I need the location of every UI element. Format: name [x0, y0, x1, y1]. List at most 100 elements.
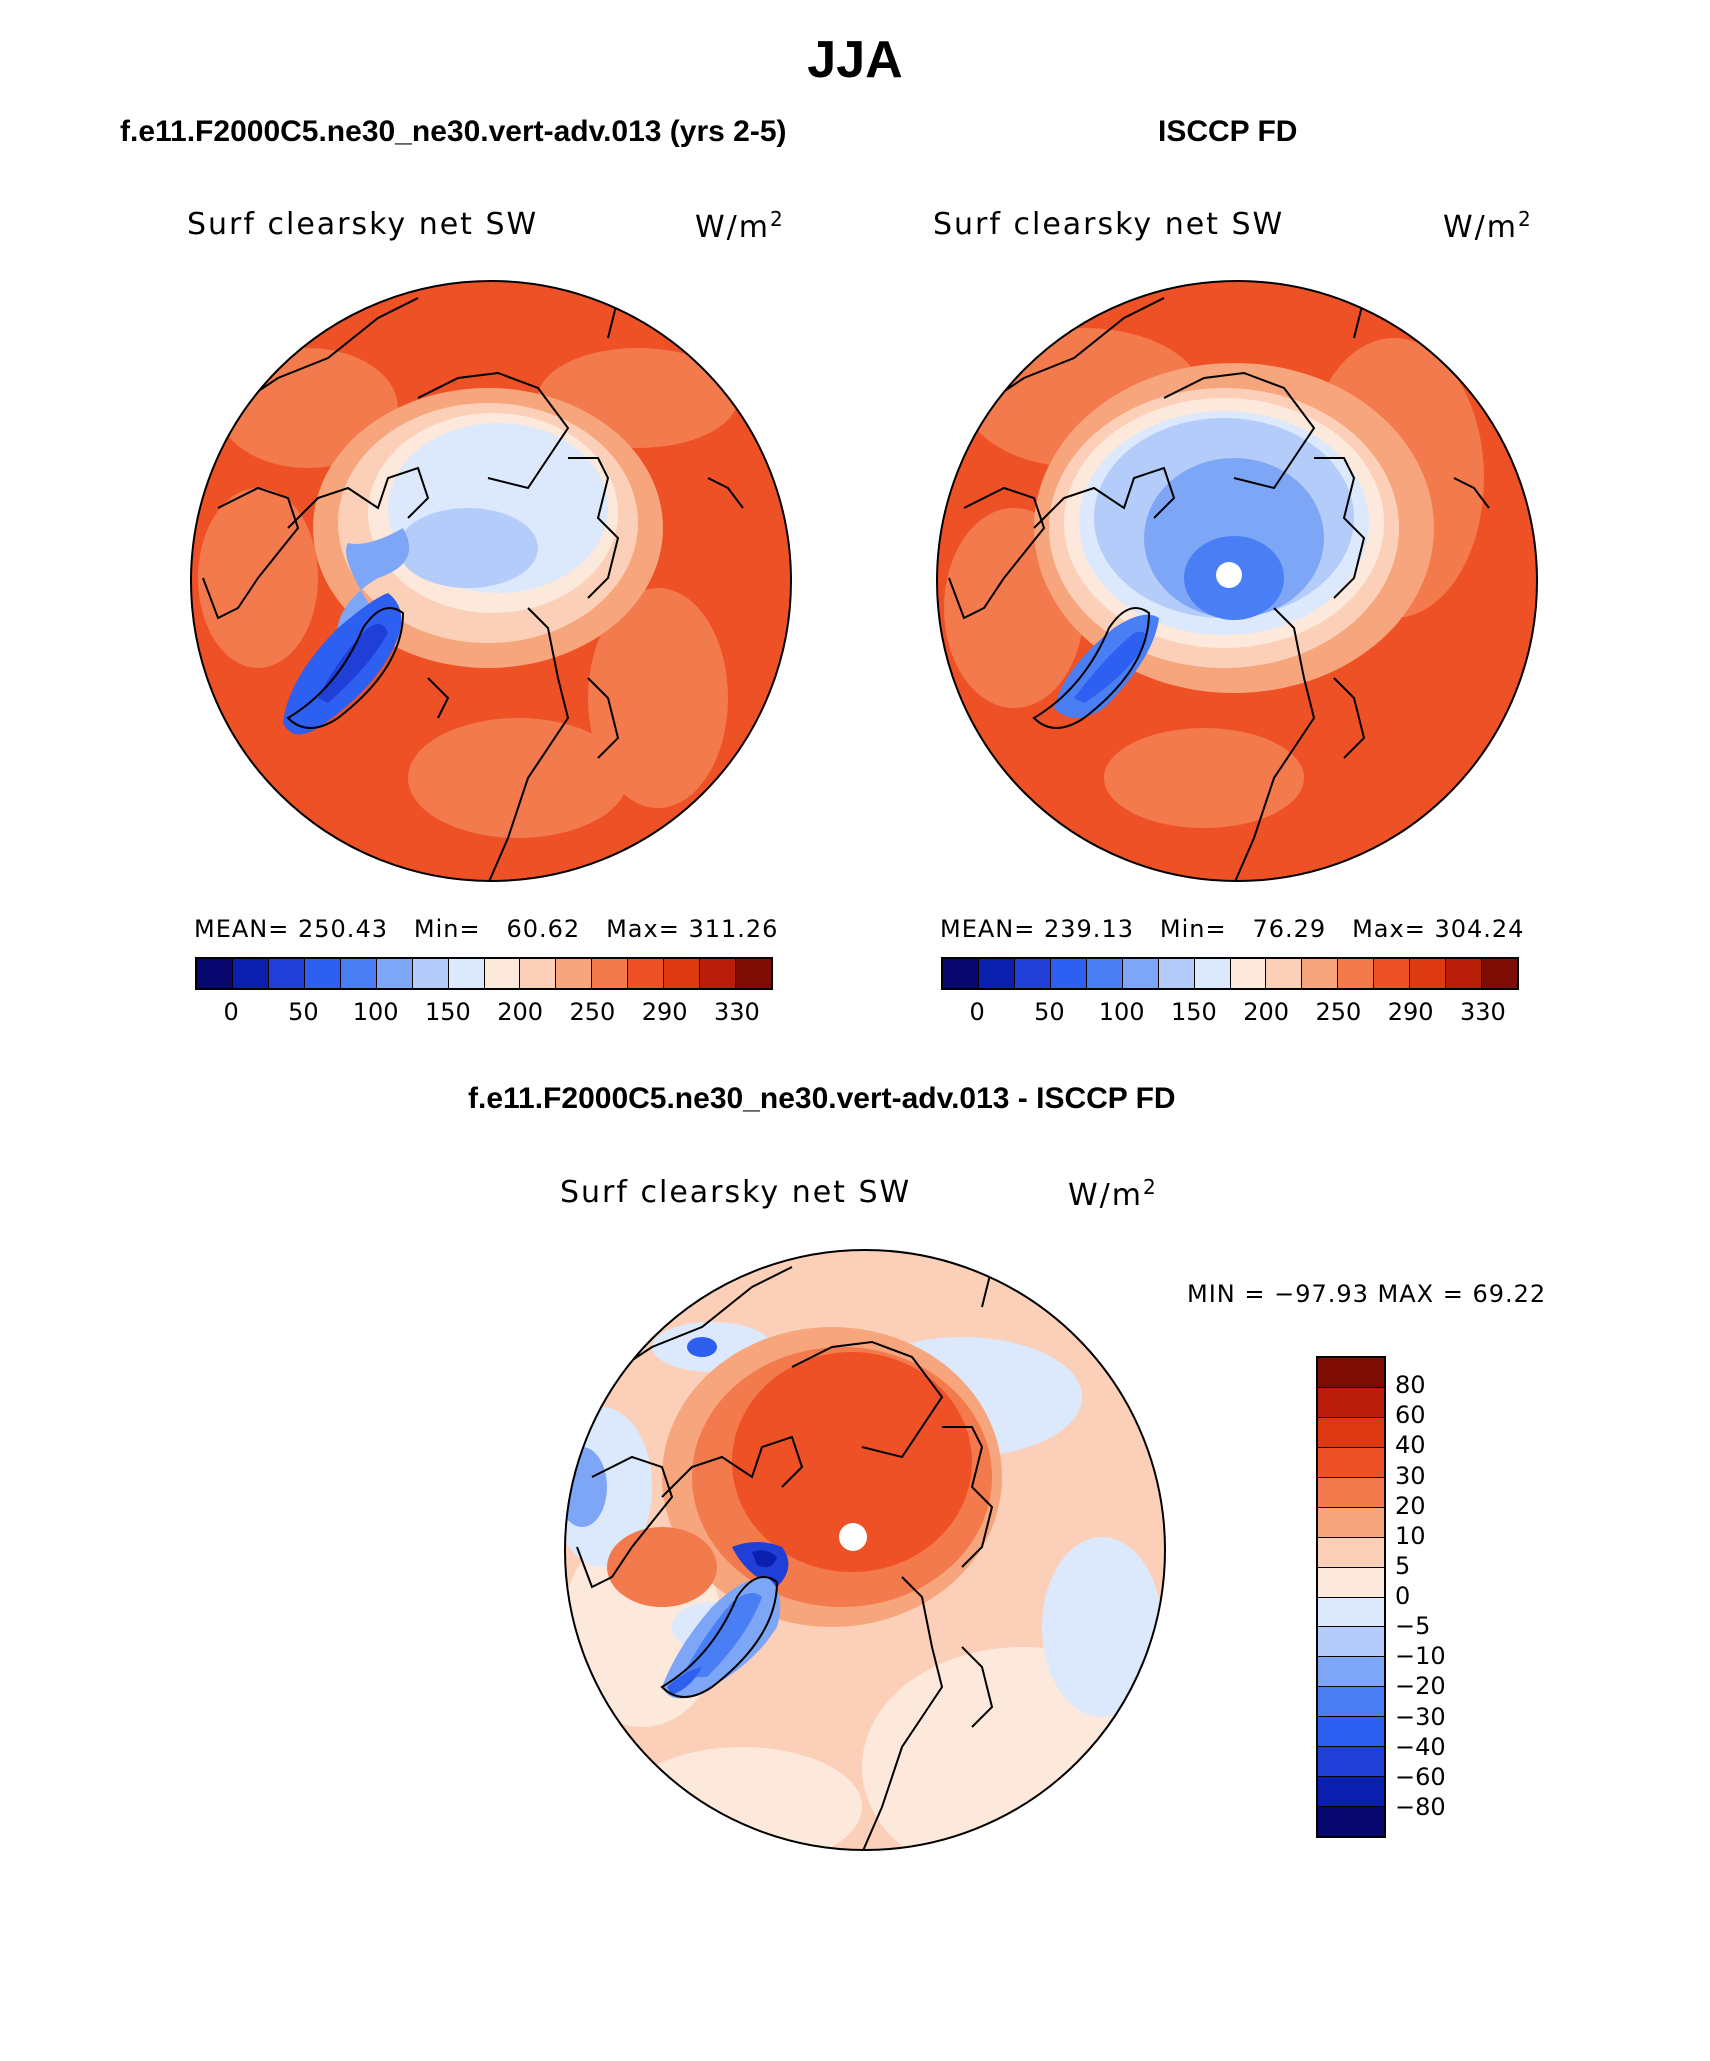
diff-colorbar-tick-label: −5	[1395, 1612, 1431, 1641]
diff-colorbar-swatch	[1318, 1777, 1384, 1808]
obs-colorbar-swatch	[1410, 959, 1447, 988]
obs-variable-label: Surf clearsky net SW	[933, 207, 1285, 242]
model-colorbar-tick-label: 50	[288, 998, 319, 1026]
diff-colorbar-swatch	[1318, 1687, 1384, 1718]
obs-colorbar-swatch	[1266, 959, 1303, 988]
obs-colorbar-tick-label: 200	[1243, 998, 1290, 1026]
model-colorbar-swatch	[412, 959, 449, 988]
obs-colorbar-swatch	[1014, 959, 1051, 988]
model-colorbar-swatch	[376, 959, 413, 988]
model-colorbar-tick-label: 330	[713, 998, 760, 1026]
diff-colorbar-swatch	[1318, 1717, 1384, 1748]
diff-colorbar-tick-label: 80	[1395, 1371, 1426, 1400]
obs-colorbar-swatch	[978, 959, 1015, 988]
obs-colorbar-tick-label: 50	[1034, 998, 1065, 1026]
model-colorbar-swatch	[268, 959, 305, 988]
diff-colorbar-swatch	[1318, 1657, 1384, 1688]
model-colorbar	[195, 957, 773, 990]
diff-colorbar-tick-label: 60	[1395, 1401, 1426, 1430]
obs-colorbar-swatch	[1230, 959, 1267, 988]
model-colorbar-swatch	[304, 959, 341, 988]
diff-colorbar-tick-label: 5	[1395, 1551, 1411, 1580]
obs-colorbar-tick-label: 150	[1170, 998, 1217, 1026]
model-colorbar-labels: 0 50 100 150 200 250 290 330	[195, 998, 773, 1028]
model-colorbar-swatch	[484, 959, 521, 988]
obs-colorbar	[941, 957, 1519, 990]
model-case-title: f.e11.F2000C5.ne30_ne30.vert-adv.013 (yr…	[120, 115, 787, 148]
diff-colorbar-tick-label: 0	[1395, 1582, 1411, 1610]
diff-colorbar-tick-label: 20	[1395, 1491, 1426, 1520]
model-colorbar-swatch	[520, 959, 557, 988]
obs-polar-map	[936, 280, 1538, 882]
model-colorbar-tick-label: 0	[223, 998, 239, 1026]
obs-colorbar-tick-label: 290	[1387, 998, 1434, 1026]
obs-colorbar-swatch	[1374, 959, 1411, 988]
main-title: JJA	[807, 31, 903, 89]
diff-colorbar-swatch	[1318, 1807, 1384, 1836]
obs-case-title: ISCCP FD	[1158, 115, 1298, 148]
model-colorbar-swatch	[556, 959, 593, 988]
diff-units-label: W/m2	[1068, 1175, 1158, 1213]
model-variable-label: Surf clearsky net SW	[187, 207, 539, 242]
diff-polar-map	[564, 1249, 1166, 1851]
obs-colorbar-tick-label: 330	[1459, 998, 1506, 1026]
obs-colorbar-swatch	[1122, 959, 1159, 988]
diff-colorbar-swatch	[1318, 1747, 1384, 1778]
diff-colorbar-swatch	[1318, 1507, 1384, 1538]
diff-colorbar-tick-label: −60	[1395, 1762, 1446, 1791]
diff-colorbar-tick-label: −40	[1395, 1732, 1446, 1761]
obs-colorbar-labels: 0 50 100 150 200 250 290 330	[941, 998, 1519, 1028]
model-colorbar-swatch	[700, 959, 737, 988]
diff-colorbar-tick-label: −30	[1395, 1702, 1446, 1731]
diff-colorbar-tick-label: 30	[1395, 1461, 1426, 1490]
diff-variable-label: Surf clearsky net SW	[560, 1175, 912, 1210]
diff-colorbar-swatch	[1318, 1477, 1384, 1508]
obs-colorbar-swatch	[1338, 959, 1375, 988]
obs-colorbar-swatch	[1158, 959, 1195, 988]
model-colorbar-swatch	[232, 959, 269, 988]
obs-units-label: W/m2	[1443, 207, 1533, 245]
obs-colorbar-tick-label: 100	[1098, 998, 1145, 1026]
model-colorbar-tick-label: 100	[352, 998, 399, 1026]
diff-colorbar	[1316, 1356, 1386, 1838]
obs-colorbar-tick-label: 250	[1315, 998, 1362, 1026]
model-colorbar-swatch	[664, 959, 701, 988]
obs-stats: MEAN= 239.13 Min= 76.29 Max= 304.24	[940, 915, 1525, 943]
diff-minmax: MIN = −97.93 MAX = 69.22	[1187, 1280, 1547, 1308]
diff-colorbar-swatch	[1318, 1567, 1384, 1598]
diff-colorbar-tick-label: 40	[1395, 1431, 1426, 1460]
diff-colorbar-swatch	[1318, 1537, 1384, 1568]
diff-colorbar-labels: 80 60 40 30 20 10 5 0 −5 −10 −20 −30 −40 −60 −80	[1395, 1356, 1515, 1838]
model-colorbar-swatch	[197, 959, 233, 988]
model-colorbar-swatch	[592, 959, 629, 988]
model-colorbar-tick-label: 200	[497, 998, 544, 1026]
diff-colorbar-swatch	[1318, 1447, 1384, 1478]
model-colorbar-swatch	[736, 959, 771, 988]
obs-colorbar-swatch	[1302, 959, 1339, 988]
model-units-label: W/m2	[695, 207, 785, 245]
obs-colorbar-swatch	[1086, 959, 1123, 988]
diff-colorbar-tick-label: −80	[1395, 1792, 1446, 1821]
model-colorbar-swatch	[448, 959, 485, 988]
obs-colorbar-tick-label: 0	[969, 998, 985, 1026]
obs-colorbar-swatch	[1446, 959, 1483, 988]
diff-case-title: f.e11.F2000C5.ne30_ne30.vert-adv.013 - I…	[468, 1082, 1176, 1115]
obs-colorbar-swatch	[943, 959, 979, 988]
model-stats: MEAN= 250.43 Min= 60.62 Max= 311.26	[194, 915, 779, 943]
diff-colorbar-swatch	[1318, 1627, 1384, 1658]
model-colorbar-swatch	[340, 959, 377, 988]
diff-colorbar-swatch	[1318, 1358, 1384, 1388]
model-colorbar-tick-label: 150	[424, 998, 471, 1026]
diff-colorbar-swatch	[1318, 1417, 1384, 1448]
diff-colorbar-swatch	[1318, 1387, 1384, 1418]
obs-colorbar-swatch	[1482, 959, 1517, 988]
diff-colorbar-swatch	[1318, 1597, 1384, 1628]
obs-colorbar-swatch	[1194, 959, 1231, 988]
diff-colorbar-tick-label: 10	[1395, 1521, 1426, 1550]
diff-colorbar-tick-label: −20	[1395, 1672, 1446, 1701]
diff-colorbar-tick-label: −10	[1395, 1642, 1446, 1671]
obs-colorbar-swatch	[1050, 959, 1087, 988]
model-colorbar-swatch	[628, 959, 665, 988]
model-colorbar-tick-label: 250	[569, 998, 616, 1026]
model-polar-map	[190, 280, 792, 882]
